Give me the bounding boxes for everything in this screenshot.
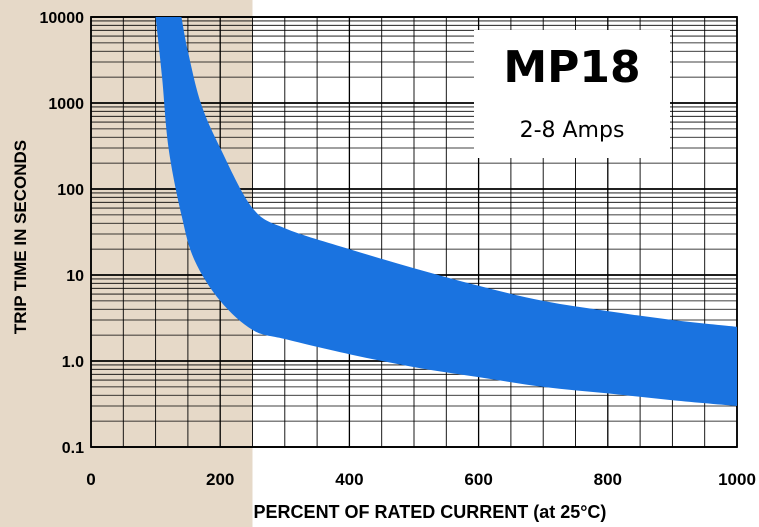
x-tick-label: 800 (594, 470, 622, 489)
y-tick-label: 10 (66, 268, 84, 285)
x-tick-label: 200 (206, 470, 234, 489)
x-tick-labels: 0 200 400 600 800 1000 (86, 470, 756, 489)
x-tick-label: 1000 (718, 470, 756, 489)
x-axis-title: PERCENT OF RATED CURRENT (at 25°C) (254, 502, 607, 522)
y-tick-label: 100 (57, 182, 84, 199)
y-tick-label: 10000 (40, 10, 85, 27)
plot-frame (90, 16, 738, 448)
x-tick-label: 0 (86, 470, 95, 489)
y-tick-labels: 0.1 1.0 10 100 1000 10000 (40, 10, 85, 457)
y-axis-title: TRIP TIME IN SECONDS (11, 140, 30, 334)
x-tick-label: 600 (464, 470, 492, 489)
chart-subtitle: 2-8 Amps (519, 118, 625, 143)
chart-title: MP18 (503, 42, 641, 93)
y-tick-label: 1.0 (62, 354, 84, 371)
y-tick-label: 0.1 (62, 440, 84, 457)
legend-title-box: MP18 2-8 Amps (474, 30, 670, 158)
trip-band-area (155, 17, 738, 406)
x-tick-label: 400 (335, 470, 363, 489)
y-tick-label: 1000 (48, 96, 84, 113)
